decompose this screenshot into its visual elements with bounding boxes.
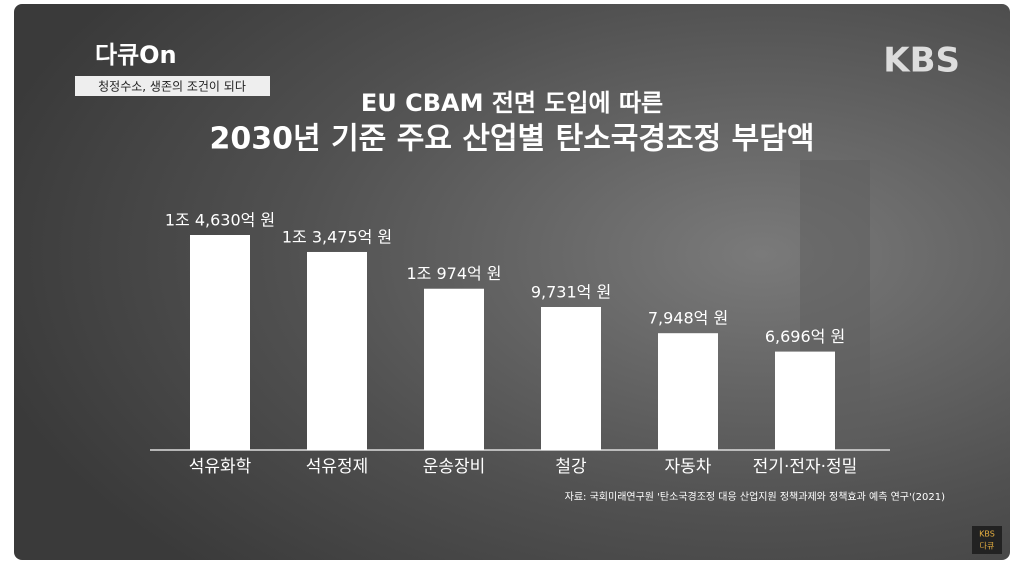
value-label: 7,948억 원 <box>648 309 728 328</box>
program-logo: 다큐On <box>95 41 177 69</box>
category-label: 자동차 <box>665 457 712 477</box>
category-label: 운송장비 <box>423 457 486 477</box>
bar <box>658 333 718 450</box>
chart-title-line: 2030년 기준 주요 산업별 탄소국경조정 부담액 <box>210 122 815 157</box>
category-label: 전기·전자·정밀 <box>753 457 858 477</box>
bar <box>541 306 601 450</box>
value-label: 1조 4,630억 원 <box>165 211 275 230</box>
value-label: 9,731억 원 <box>531 282 611 301</box>
corner-logo: KBS <box>979 530 995 539</box>
bar <box>775 351 835 450</box>
episode-box <box>75 76 270 96</box>
broadcaster-logo: KBS <box>883 41 960 81</box>
category-label: 석유정제 <box>306 457 369 477</box>
category-label: 철강 <box>555 457 587 477</box>
value-label: 6,696억 원 <box>765 327 845 346</box>
corner-logo: 다큐 <box>980 542 995 551</box>
episode-title: 청정수소, 생존의 조건이 되다 <box>98 80 246 94</box>
category-label: 석유화학 <box>189 457 252 477</box>
bar <box>307 251 367 450</box>
value-label: 1조 974억 원 <box>406 264 501 283</box>
bar <box>424 288 484 450</box>
value-label: 1조 3,475억 원 <box>282 227 392 246</box>
chart-title-line: EU CBAM 전면 도입에 따른 <box>361 89 663 117</box>
background <box>14 4 1010 560</box>
corner-logo-box <box>972 526 1002 554</box>
bar <box>190 235 250 450</box>
source-note: 자료: 국회미래연구원 '탄소국경조정 대응 산업지원 정책과제와 정책효과 예… <box>565 490 945 503</box>
